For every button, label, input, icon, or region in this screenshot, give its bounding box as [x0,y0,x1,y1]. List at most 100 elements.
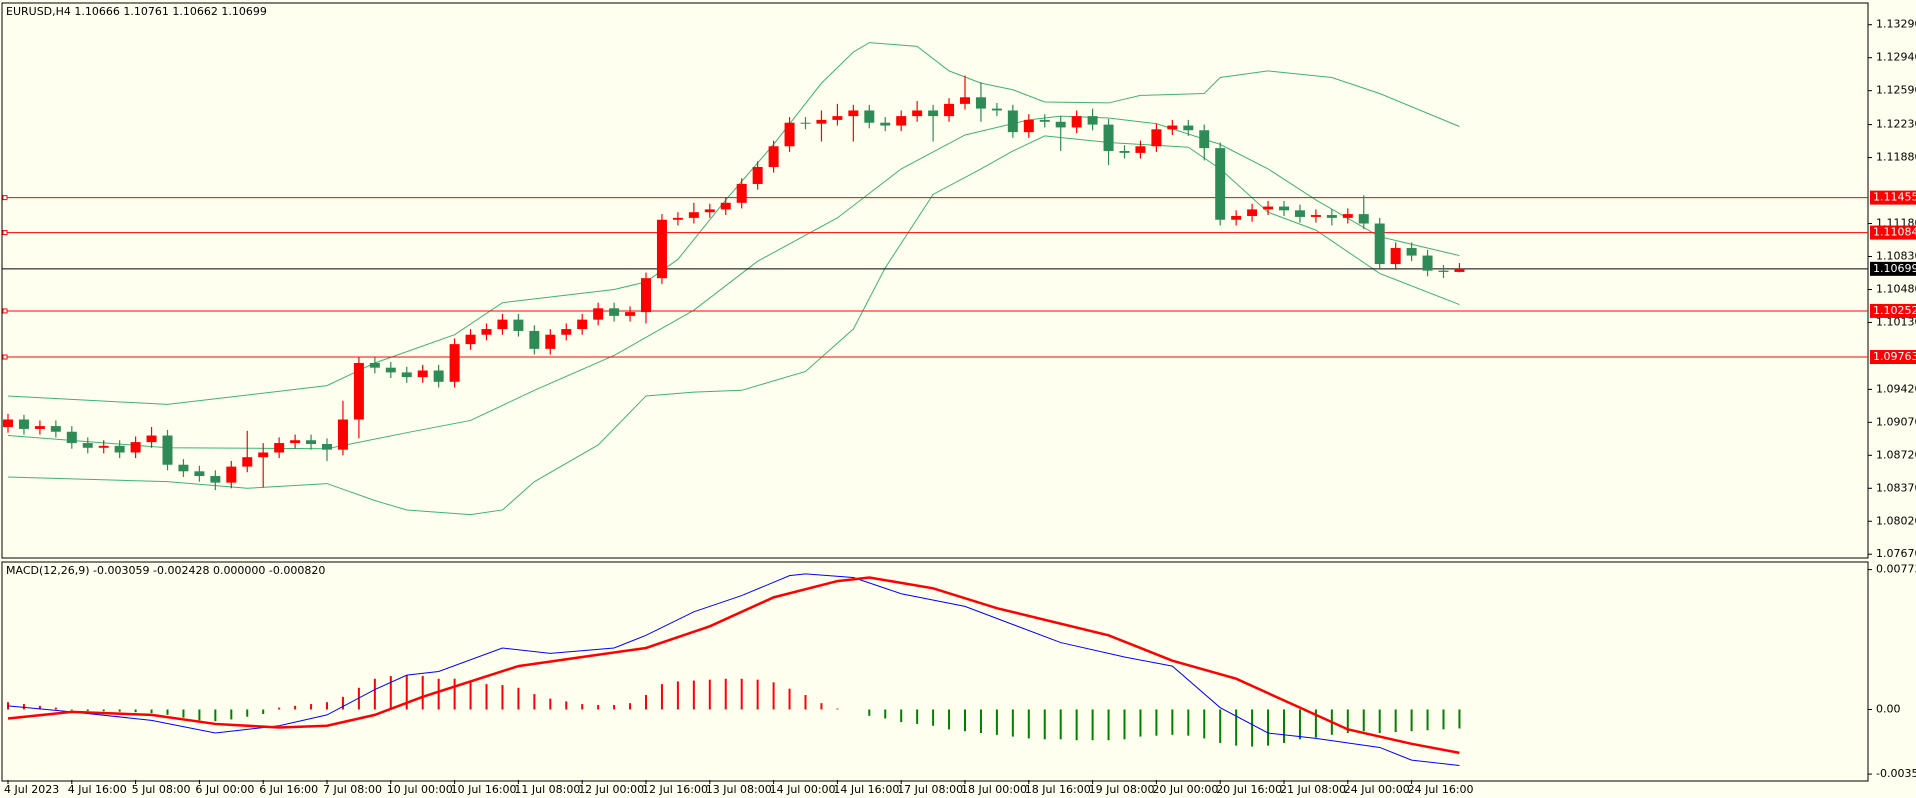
candle-body [210,476,221,483]
candle-body [1199,130,1210,149]
candle-body [82,443,93,448]
x-tick-label: 14 Jul 16:00 [833,783,899,796]
candle-body [1023,119,1034,133]
y-tick-label: 1.08720 [1876,448,1916,461]
candle-body [1279,206,1289,211]
candle-body [433,370,444,382]
y-tick-label: -0.003573 [1876,767,1916,780]
candle-body [66,431,77,444]
x-tick-label: 17 Jul 08:00 [897,783,963,796]
y-tick-label: 0.00 [1876,702,1901,715]
bollinger-band [7,135,1460,516]
candle-body [928,110,939,117]
level-tag [1870,190,1916,205]
candle-body [529,330,540,349]
candle-body [1183,125,1194,131]
x-tick-label: 21 Jul 08:00 [1280,783,1346,796]
candle-body [561,329,572,335]
candle-body [1087,116,1098,125]
level-label: 1.11084 [1873,226,1916,239]
candle-body [226,466,237,483]
x-tick-label: 12 Jul 00:00 [578,783,644,796]
y-tick-label: 1.12230 [1876,118,1916,131]
candle-body [593,308,604,320]
y-tick-label: 1.13290 [1876,18,1916,31]
candle-body [625,312,636,316]
candle-body [1438,270,1449,272]
candle-body [449,344,460,382]
candle-body [1294,210,1305,217]
candle-body [306,440,317,444]
x-tick-label: 6 Jul 16:00 [259,783,318,796]
candle-body [944,103,955,117]
candle-body [784,122,795,147]
candle-body [18,419,29,429]
candle-body [609,308,620,316]
candle-body [274,443,285,453]
candle-body [3,419,13,428]
level-label: 1.10252 [1873,304,1916,317]
level-label: 1.10699 [1873,262,1916,275]
candle-body [1390,248,1401,265]
candle-body [34,426,45,429]
candle-body [114,445,125,453]
candle-body [1422,255,1433,271]
x-tick-label: 20 Jul 00:00 [1152,783,1218,796]
candle-body [704,209,715,213]
price-header: EURUSD,H4 1.10666 1.10761 1.10662 1.1069… [6,5,267,18]
candle-body [864,110,875,123]
price-panel-frame [1,2,1869,559]
candle-body [1007,110,1018,133]
y-tick-label: 1.10480 [1876,282,1916,295]
candle-body [1071,116,1082,128]
level-label: 1.11455 [1873,191,1916,204]
candle-body [656,219,667,279]
candle-body [800,122,811,124]
level-tag [1870,225,1916,240]
candle-body [1358,214,1369,224]
candle-body [481,329,492,335]
y-tick-label: 1.08020 [1876,514,1916,527]
candle-body [1119,150,1130,153]
candle-body [290,440,301,444]
candle-body [816,119,827,124]
level-label: 1.09763 [1873,350,1916,363]
y-tick-label: 1.10130 [1876,315,1916,328]
level-tag [1870,350,1916,365]
candle-body [242,457,253,467]
x-tick-label: 11 Jul 08:00 [514,783,580,796]
candle-body [1167,125,1178,130]
bollinger-band [7,115,1460,450]
candle-body [385,367,396,373]
candle-body [98,445,109,448]
candle-body [178,464,189,472]
x-tick-label: 18 Jul 16:00 [1025,783,1091,796]
candle-body [1374,223,1385,265]
candle-body [912,110,923,117]
level-anchor [2,354,8,360]
candle-body [258,452,269,458]
candle-body [513,319,524,331]
candle-body [1135,146,1146,153]
candle-body [1454,268,1465,272]
level-tag [1870,261,1916,276]
y-tick-label: 1.12940 [1876,51,1916,64]
macd-header: MACD(12,26,9) -0.003059 -0.002428 0.0000… [6,564,325,577]
candle-body [975,97,986,109]
candle-body [162,435,173,465]
candle-body [896,116,907,126]
candle-body [672,217,683,220]
y-tick-label: 1.09070 [1876,415,1916,428]
candle-body [497,319,508,330]
candle-body [720,202,731,210]
candle-body [322,443,332,450]
x-tick-label: 13 Jul 08:00 [706,783,772,796]
candle-body [1310,215,1321,217]
level-tag [1870,303,1916,318]
y-tick-label: 0.007734 [1876,563,1916,576]
candle-body [1039,119,1050,122]
x-tick-label: 19 Jul 08:00 [1089,783,1155,796]
